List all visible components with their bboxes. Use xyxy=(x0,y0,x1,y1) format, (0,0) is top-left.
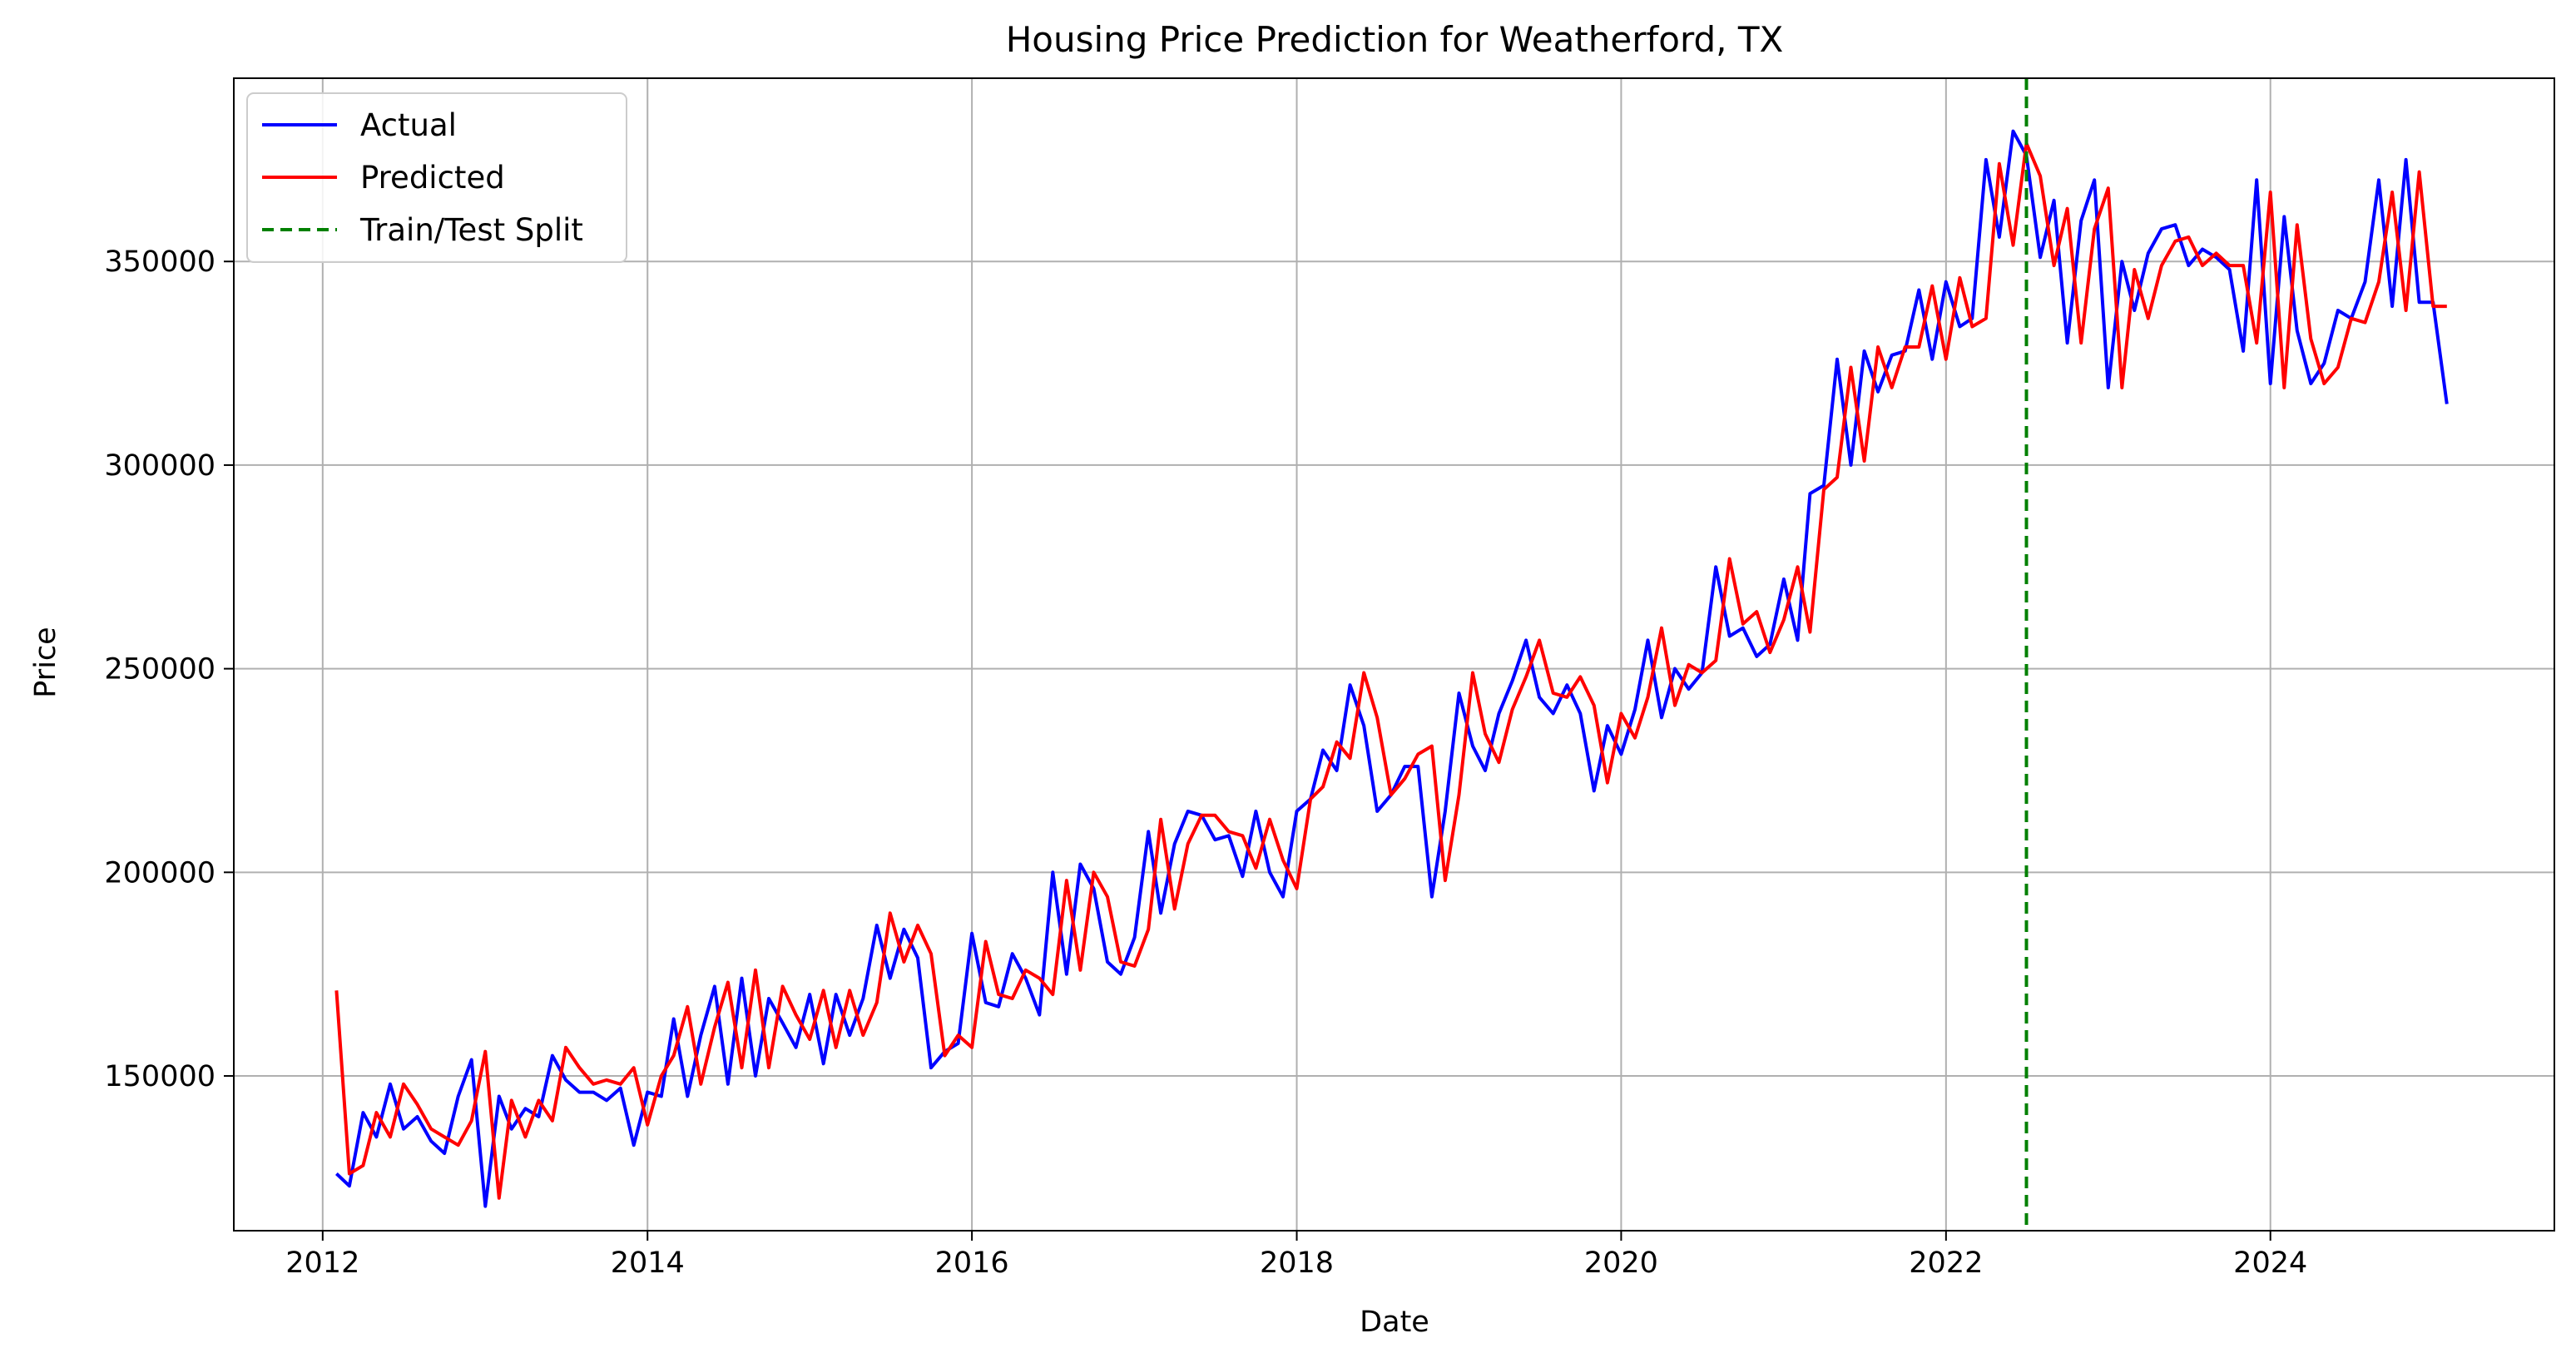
y-tick-label: 250000 xyxy=(104,653,215,686)
x-tick-label: 2016 xyxy=(935,1247,1009,1280)
y-tick-label: 300000 xyxy=(104,449,215,483)
y-tick-label: 150000 xyxy=(104,1060,215,1093)
series-line-predicted xyxy=(334,141,2447,1200)
y-tick-label: 350000 xyxy=(104,245,215,279)
y-tick-label: 200000 xyxy=(104,856,215,890)
tick-layer: 2012 2014 2016 2018 2020 2022 2024 150000 200000… xyxy=(104,245,2307,1280)
y-axis-label: Price xyxy=(29,627,62,697)
grid-layer xyxy=(234,78,2554,1231)
legend-label-predicted: Predicted xyxy=(360,160,505,196)
x-axis-label: Date xyxy=(1360,1306,1429,1339)
legend: Actual Predicted Train/Test Split xyxy=(246,92,627,263)
legend-box xyxy=(246,92,627,263)
x-tick-label: 2018 xyxy=(1260,1247,1334,1280)
legend-label-split: Train/Test Split xyxy=(359,212,583,248)
chart-title: Housing Price Prediction for Weatherford… xyxy=(1006,19,1784,60)
x-tick-label: 2020 xyxy=(1584,1247,1658,1280)
x-tick-label: 2022 xyxy=(1909,1247,1983,1280)
series-layer xyxy=(334,129,2449,1208)
x-tick-label: 2012 xyxy=(285,1247,359,1280)
x-tick-label: 2014 xyxy=(611,1247,685,1280)
legend-label-actual: Actual xyxy=(360,107,457,143)
plot-area-frame xyxy=(233,77,2555,1232)
x-tick-label: 2024 xyxy=(2233,1247,2307,1280)
